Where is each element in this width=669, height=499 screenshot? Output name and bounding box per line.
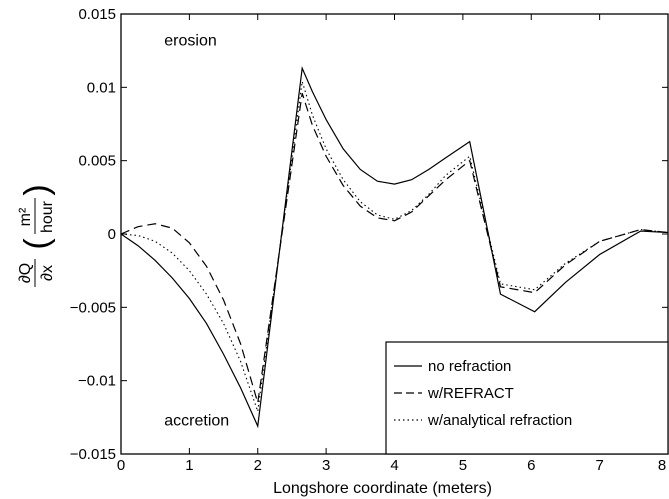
y-label-paren-left: ( [18,238,56,250]
y-tick-label: 0.015 [78,6,116,23]
y-tick-label: 0.005 [78,153,116,170]
legend-label-1: no refraction [428,358,511,375]
x-axis-label: Longshore coordinate (meters) [273,480,492,497]
y-axis-ticks: −0.015 −0.01 −0.005 0 0.005 0.01 0.015 [70,6,668,463]
y-label-paren-right: ) [18,184,56,195]
x-tick-label: 7 [595,457,603,474]
series-layer [120,66,669,429]
legend: no refraction w/REFRACT w/analytical refra… [385,341,669,455]
x-tick-label: 0 [117,457,125,474]
y-label-unit-denominator: hour [39,200,56,233]
legend-box [385,341,669,455]
x-tick-label: 2 [254,457,262,474]
y-tick-label: −0.015 [70,446,116,463]
series-line-3 [120,81,669,412]
legend-label-3: w/analytical refraction [427,412,572,429]
x-tick-label: 8 [658,457,666,474]
x-tick-label: 6 [527,457,535,474]
annotation-erosion: erosion [164,32,216,49]
annotations: erosion accretion [164,32,229,429]
series-line-1 [120,66,669,429]
y-tick-label: −0.005 [70,299,116,316]
y-axis-label: ∂Q ∂x ( m² hour ) [17,184,56,287]
y-label-denominator: ∂x [39,265,56,281]
x-tick-label: 5 [459,457,467,474]
x-tick-label: 3 [322,457,330,474]
y-tick-label: −0.01 [78,373,116,390]
y-label-numerator: ∂Q [17,263,34,283]
x-tick-label: 1 [185,457,193,474]
annotation-accretion: accretion [164,412,229,429]
y-tick-label: 0.01 [87,79,116,96]
legend-label-2: w/REFRACT [427,385,514,402]
y-label-unit-numerator: m² [17,207,34,226]
series-line-2 [120,93,669,403]
y-tick-label: 0 [108,226,116,243]
x-tick-label: 4 [390,457,398,474]
